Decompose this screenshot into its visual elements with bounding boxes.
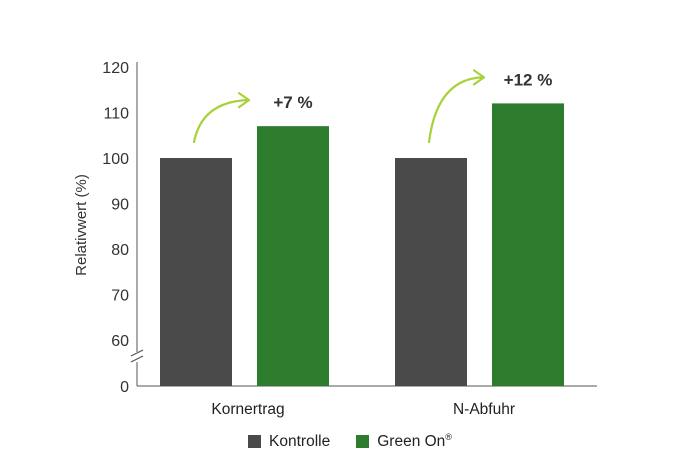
y-tick-label: 120 xyxy=(102,60,129,77)
legend-swatch-green-on xyxy=(356,435,370,449)
axis-break-mark xyxy=(130,355,144,363)
y-tick-label: 80 xyxy=(111,242,129,259)
x-tick-label: N-Abfuhr xyxy=(453,401,515,418)
axis-break-mark xyxy=(130,349,144,357)
y-tick-label: 0 xyxy=(120,379,129,396)
y-tick-label: 70 xyxy=(111,288,129,305)
y-tick-label: 100 xyxy=(102,151,129,168)
registered-mark: ® xyxy=(445,432,452,442)
bar-green-on-kornertrag xyxy=(257,126,329,387)
bar-kontrolle-n-abfuhr xyxy=(395,158,467,386)
legend-label-green-on: Green On xyxy=(377,433,446,451)
increase-label: +7 % xyxy=(273,93,312,112)
y-axis-title: Relativwert (%) xyxy=(73,174,90,276)
legend-item-kontrolle: Kontrolle xyxy=(248,433,330,451)
legend-item-green-on: Green On® xyxy=(356,432,452,451)
growth-arrow-head xyxy=(472,69,486,86)
y-tick-label: 90 xyxy=(111,197,129,214)
legend: Kontrolle Green On® xyxy=(0,432,700,451)
bar-kontrolle-kornertrag xyxy=(160,158,232,386)
growth-arrow xyxy=(192,99,249,144)
legend-label-kontrolle: Kontrolle xyxy=(269,432,331,450)
growth-arrow-head xyxy=(237,92,251,109)
y-tick-label: 110 xyxy=(103,106,129,123)
legend-swatch-kontrolle xyxy=(248,435,262,449)
growth-arrow xyxy=(427,76,484,144)
increase-label: +12 % xyxy=(504,70,553,89)
x-tick-label: Kornertrag xyxy=(211,401,284,418)
bar-green-on-n-abfuhr xyxy=(492,103,564,387)
y-tick-label: 60 xyxy=(111,333,129,350)
